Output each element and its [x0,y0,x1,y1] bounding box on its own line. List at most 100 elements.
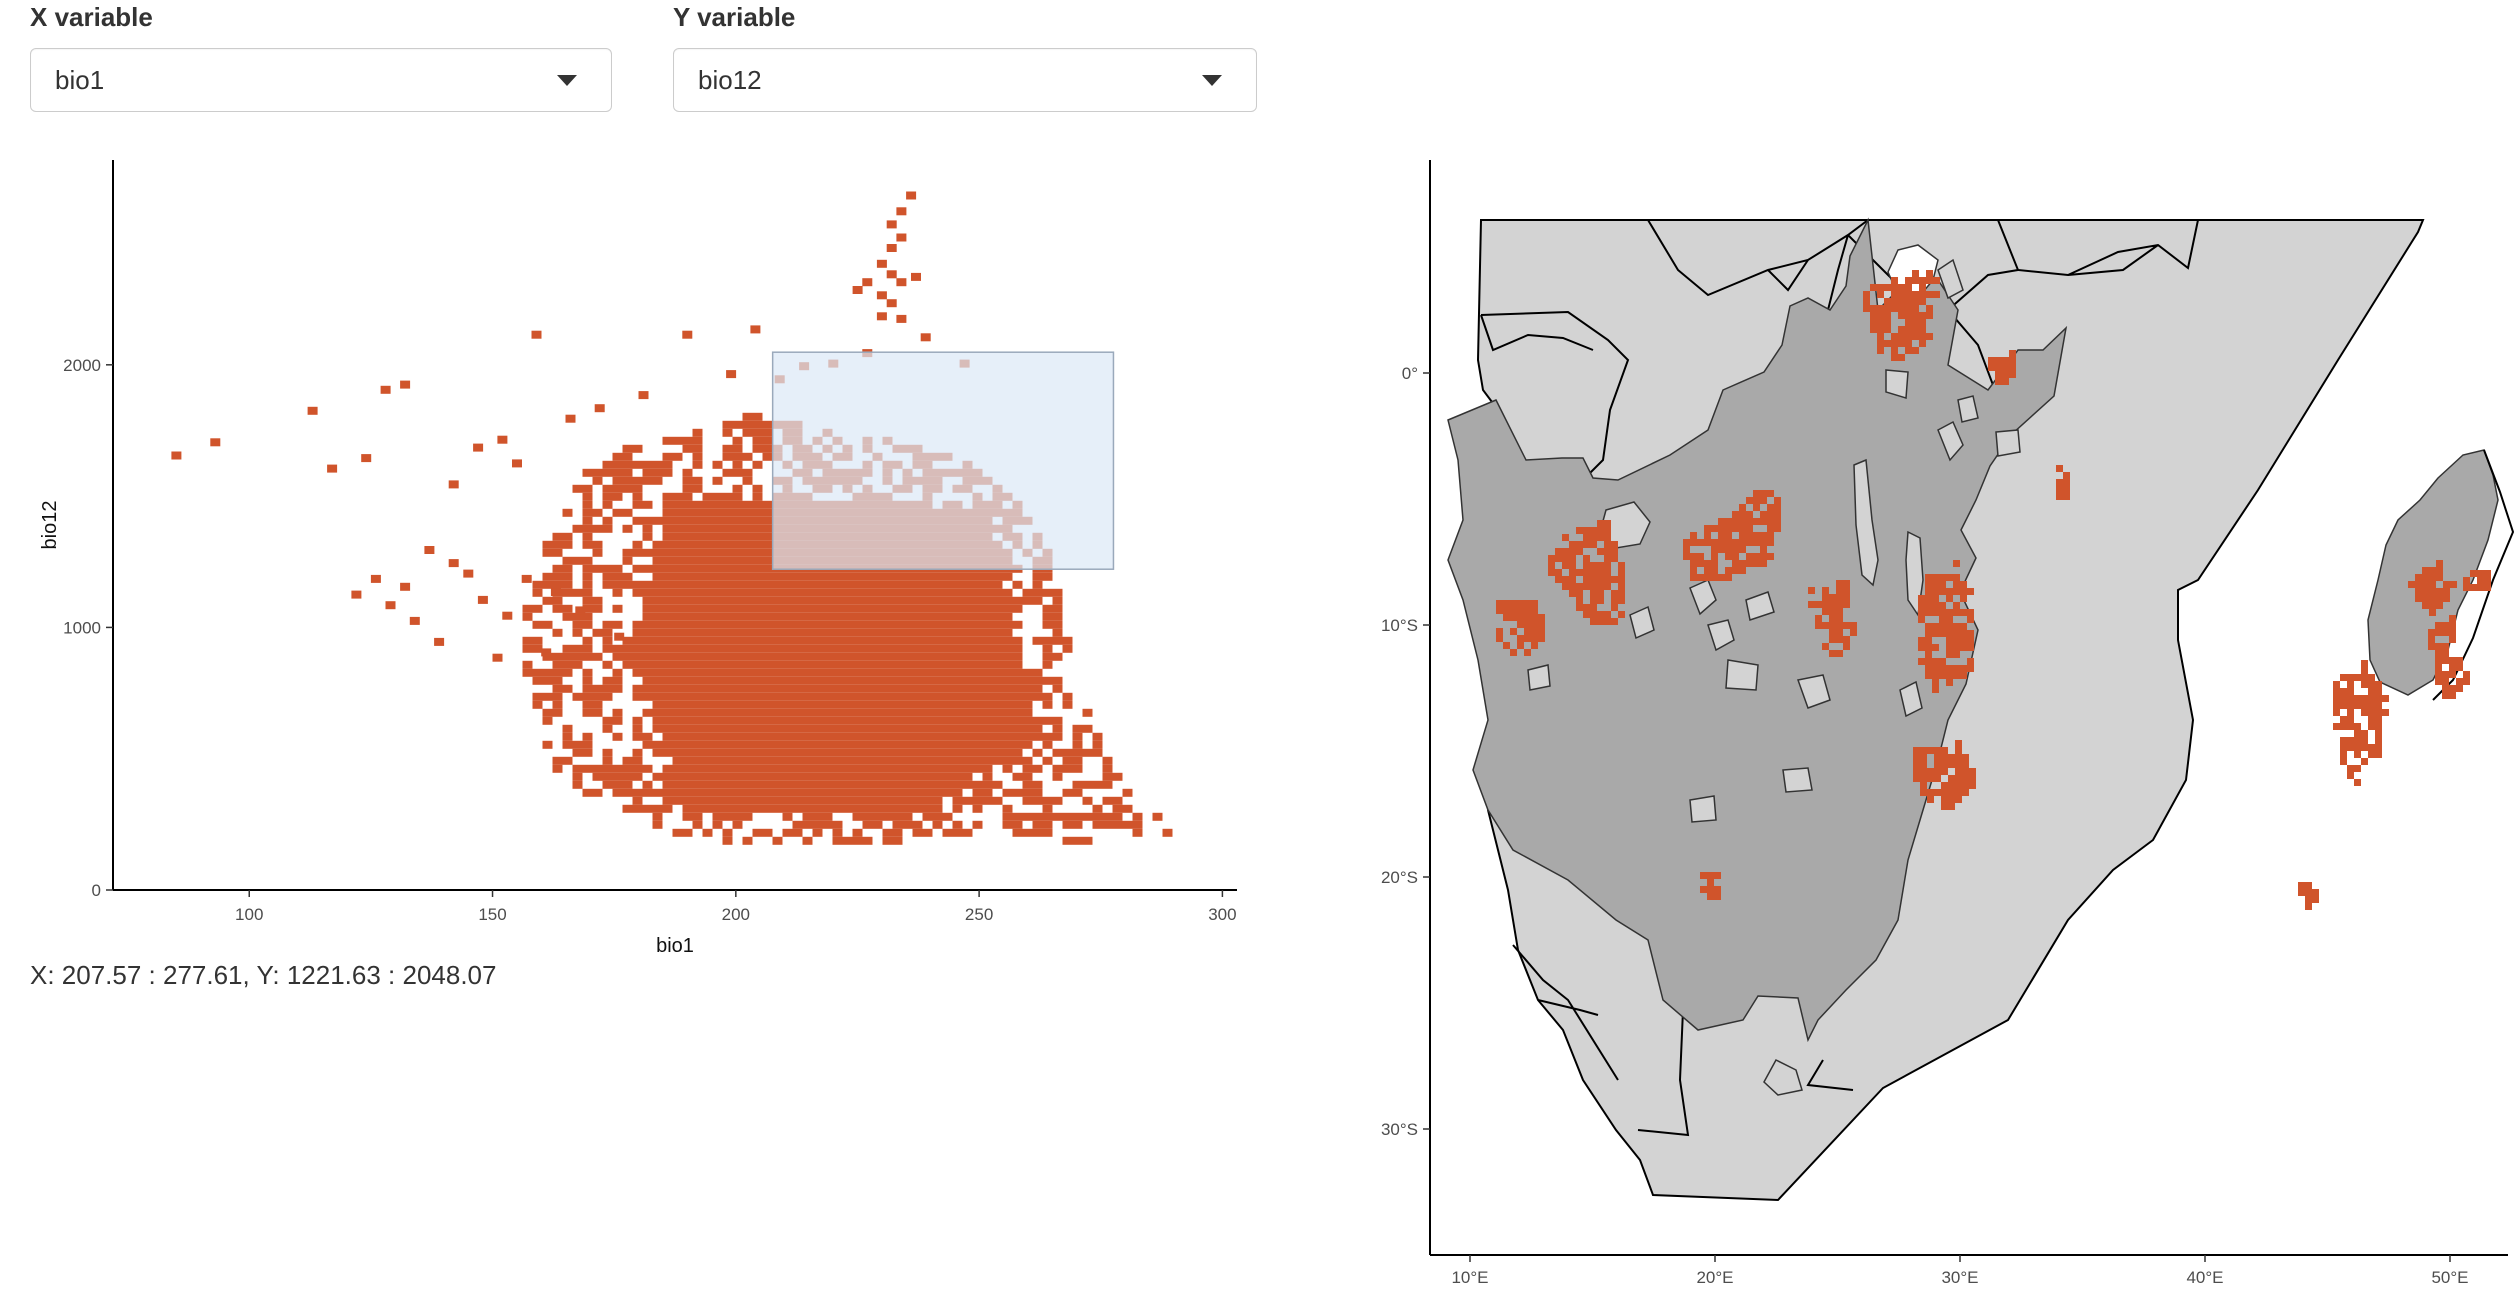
plot-cell [822,716,833,725]
presence-cell [2429,609,2436,616]
presence-cell [1739,546,1746,553]
plot-cell [722,716,733,725]
plot-cell [872,716,883,725]
plot-cell [682,772,693,781]
plot-cell [876,291,887,300]
presence-cell [1597,520,1604,527]
plot-cell [562,644,573,653]
map-plot[interactable]: 10°E 20°E 30°E 40°E 50°E0°10°S20°S30°S [1378,160,2518,1290]
plot-cell [1052,628,1063,637]
plot-cell [842,700,853,709]
plot-cell [732,820,743,829]
presence-cell [1576,541,1583,548]
plot-cell [210,438,221,447]
plot-cell [852,764,863,773]
plot-cell [882,836,893,845]
plot-cell [982,796,993,805]
plot-cell [752,628,763,637]
presence-cell [1877,305,1884,312]
presence-cell [1941,782,1948,789]
presence-cell [2375,716,2382,723]
plot-cell [1012,668,1023,677]
plot-cell [692,700,703,709]
plot-cell [1072,812,1083,821]
presence-cell [1822,594,1829,601]
plot-cell [632,668,643,677]
plot-cell [672,620,683,629]
presence-cell [2361,730,2368,737]
plot-cell [972,636,983,645]
plot-cell [632,628,643,637]
presence-cell [2368,702,2375,709]
plot-cell [1022,588,1033,597]
presence-cell [2009,357,2016,364]
plot-cell [662,620,673,629]
plot-cell [742,756,753,765]
plot-cell [712,652,723,661]
plot-cell [922,676,933,685]
plot-cell [582,668,593,677]
plot-cell [1002,748,1013,757]
plot-cell [1012,708,1023,717]
plot-cell [906,191,917,200]
presence-cell [1877,333,1884,340]
plot-cell [742,780,753,789]
plot-cell [1062,812,1073,821]
plot-cell [952,588,963,597]
plot-cell [752,508,763,517]
presence-cell [2422,588,2429,595]
plot-cell [732,732,743,741]
plot-cell [622,788,633,797]
plot-cell [562,556,573,565]
plot-cell [942,740,953,749]
plot-cell [932,772,943,781]
plot-cell [672,612,683,621]
plot-cell [952,732,963,741]
plot-cell [872,724,883,733]
plot-cell [732,596,743,605]
plot-cell [652,580,663,589]
plot-cell [812,708,823,717]
plot-cell [802,740,813,749]
plot-cell [682,524,693,533]
presence-cell [1597,597,1604,604]
plot-cell [912,764,923,773]
presence-cell [1877,284,1884,291]
presence-cell [2305,882,2312,889]
plot-cell [852,668,863,677]
plot-cell [612,484,623,493]
y-variable-select[interactable]: bio12 [673,48,1257,112]
plot-cell [992,740,1003,749]
plot-cell [712,644,723,653]
plot-cell [632,652,643,661]
plot-cell [582,540,593,549]
plot-cell [852,580,863,589]
plot-cell [872,820,883,829]
x-variable-select[interactable]: bio1 [30,48,612,112]
presence-cell [1829,636,1836,643]
plot-cell [602,468,613,477]
presence-cell [1690,532,1697,539]
plot-cell [632,764,643,773]
presence-cell [1704,574,1711,581]
plot-cell [642,588,653,597]
plot-cell [852,588,863,597]
plot-cell [932,708,943,717]
plot-cell [892,828,903,837]
presence-cell [2340,723,2347,730]
plot-cell [922,780,933,789]
plot-cell [1032,788,1043,797]
plot-cell [772,700,783,709]
plot-cell [812,812,823,821]
plot-cell [882,628,893,637]
plot-cell [712,500,723,509]
plot-cell [892,820,903,829]
presence-cell [1597,618,1604,625]
plot-cell [792,612,803,621]
presence-cell [1932,630,1939,637]
plot-cell [732,524,743,533]
brush-selection[interactable] [771,351,1115,570]
plot-cell [892,724,903,733]
plot-cell [822,652,833,661]
